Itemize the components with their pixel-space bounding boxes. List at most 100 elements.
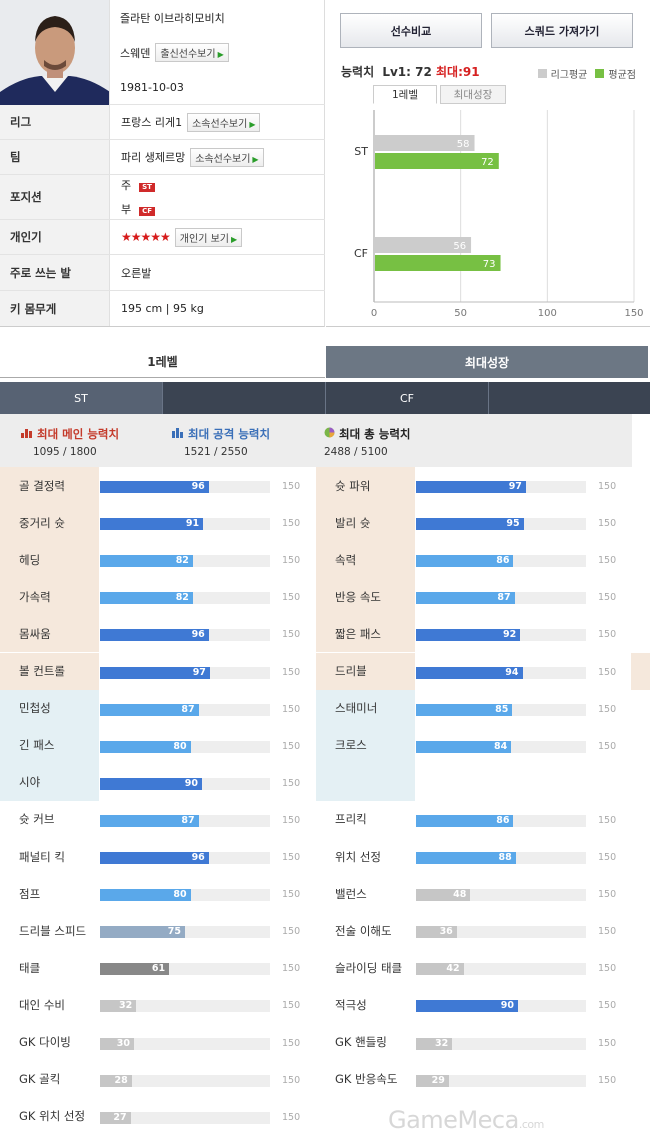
stat-value: 96 [191,852,205,863]
ability-bar-chart: 0 50 100 150 ST 58 72 CF 56 73 [354,110,644,319]
chart-data-label: 73 [483,259,496,270]
preferred-foot: 오른발 [121,266,152,280]
stat-bar-track: 86 [416,555,586,568]
level-tab-level1[interactable]: 1레벨 [0,346,325,378]
compare-button[interactable]: 선수비교 [340,13,482,48]
side-scroll-tab[interactable] [631,653,650,690]
chart-tab-max[interactable]: 최대성장 [440,85,506,104]
squad-button[interactable]: 스쿼드 가져가기 [491,13,633,48]
stat-value: 96 [191,481,205,492]
stat-value: 32 [435,1037,449,1049]
stat-value: 36 [439,926,453,938]
stat-row: 헤딩 82 150 [0,541,316,579]
stat-max: 150 [282,740,301,752]
stats-grid: 골 결정력 96 150 중거리 슛 91 150 헤딩 82 150 가속력 82 150 몸싸움 96… [0,467,650,1136]
stat-bar-fill: 29 [416,1074,449,1087]
stat-bar-track: 61 [100,963,270,976]
bar-chart-blue-icon [172,428,183,438]
stat-max: 150 [282,852,301,863]
stat-max: 150 [598,629,617,641]
stat-bar-track: 87 [100,814,270,827]
stat-value: 75 [167,926,181,938]
stat-max: 150 [282,1074,301,1086]
stat-row: 슛 파워 97 150 [316,467,632,504]
stat-value: 97 [192,666,206,678]
totals-bar: 최대 메인 능력치 1095 / 1800 최대 공격 능력치 1521 / 2… [0,414,632,467]
stat-bar-fill: 96 [100,852,209,864]
stat-name: 긴 패스 [0,726,99,764]
stat-max: 150 [282,666,301,678]
stat-name: 태클 [19,960,41,975]
nation-players-button[interactable]: 출신선수보기 ▶ [155,43,229,62]
stat-bar-fill: 86 [416,814,514,827]
player-name: 즐라탄 이브라히모비치 [120,11,225,25]
skill-stars: ★★★★★ [121,230,171,244]
stat-bar-fill: 80 [100,889,191,902]
stat-row: 슛 커브 87 150 [0,801,316,838]
stat-value: 85 [495,703,509,715]
stat-name: 점프 [19,886,41,901]
stat-max: 150 [598,592,617,604]
stat-value: 90 [184,777,198,789]
stat-row: 반응 속도 87 150 [316,578,632,616]
stat-bar-track: 90 [416,1000,586,1013]
stat-bar-track: 91 [100,518,270,531]
stat-max: 150 [282,814,301,826]
position-tab-st[interactable]: ST [0,382,162,414]
stat-value: 80 [173,740,187,752]
stat-max: 150 [282,592,301,604]
stat-row: 민첩성 87 150 [0,689,316,727]
stat-row: 패널티 킥 96 150 [0,838,316,875]
player-nation: 스웨덴 [120,46,151,60]
stat-bar-fill: 30 [100,1037,134,1050]
stat-max: 150 [598,1000,617,1012]
chart-tab-level1[interactable]: 1레벨 [373,85,437,104]
player-portrait-icon [0,0,109,105]
chart-bar [375,135,475,151]
stat-bar-track: 48 [416,889,586,902]
stat-bar-fill: 88 [416,852,516,864]
height-weight: 195 cm | 95 kg [121,302,204,315]
stat-row: 크로스 84 150 [316,726,632,764]
stat-bar-track: 82 [100,555,270,568]
stat-bar-track: 96 [100,852,270,864]
stat-max: 150 [282,1111,301,1123]
stat-name: 밸런스 [335,886,367,901]
stat-value: 27 [113,1111,127,1123]
stat-max: 150 [598,889,617,901]
stat-name: GK 반응속도 [335,1072,398,1087]
stat-name: 전술 이해도 [335,923,392,938]
chart-data-label: 72 [481,157,494,168]
stat-row: GK 반응속도 29 150 [316,1061,632,1098]
stat-bar-fill: 96 [100,481,209,493]
stat-bar-fill: 80 [100,740,191,753]
stat-bar-track: 32 [416,1037,586,1050]
position-tabs: ST CF [0,382,650,414]
league-players-button[interactable]: 소속선수보기 ▶ [187,112,261,132]
stat-value: 92 [503,629,517,641]
stat-max: 150 [282,629,301,641]
stat-row: 긴 패스 80 150 [0,726,316,764]
stat-max: 150 [598,555,617,567]
stat-name: 대인 수비 [19,997,65,1012]
stat-value: 29 [431,1074,445,1086]
stat-bar-track: 27 [100,1111,270,1124]
stat-name: 슛 파워 [316,467,415,504]
stat-name: 적극성 [335,997,367,1012]
skill-view-button[interactable]: 개인기 보기 ▶ [174,227,243,247]
position-tab-cf[interactable]: CF [399,391,414,405]
stat-value: 88 [498,852,512,863]
league-name: 프랑스 리게1 [121,116,183,129]
stat-value: 94 [505,666,519,678]
chart-bar [375,255,501,271]
main-position-badge: ST [139,183,155,192]
stat-row: 밸런스 48 150 [316,875,632,912]
stat-bar-fill: 90 [416,1000,518,1013]
team-players-button[interactable]: 소속선수보기 ▶ [190,147,264,167]
stat-bar-track: 97 [416,481,586,493]
stat-row [316,763,632,801]
watermark-logo: GameMeca.com [388,1106,544,1134]
stat-bar-fill: 61 [100,963,170,976]
stat-value: 86 [496,814,510,826]
level-tab-max[interactable]: 최대성장 [326,346,648,378]
